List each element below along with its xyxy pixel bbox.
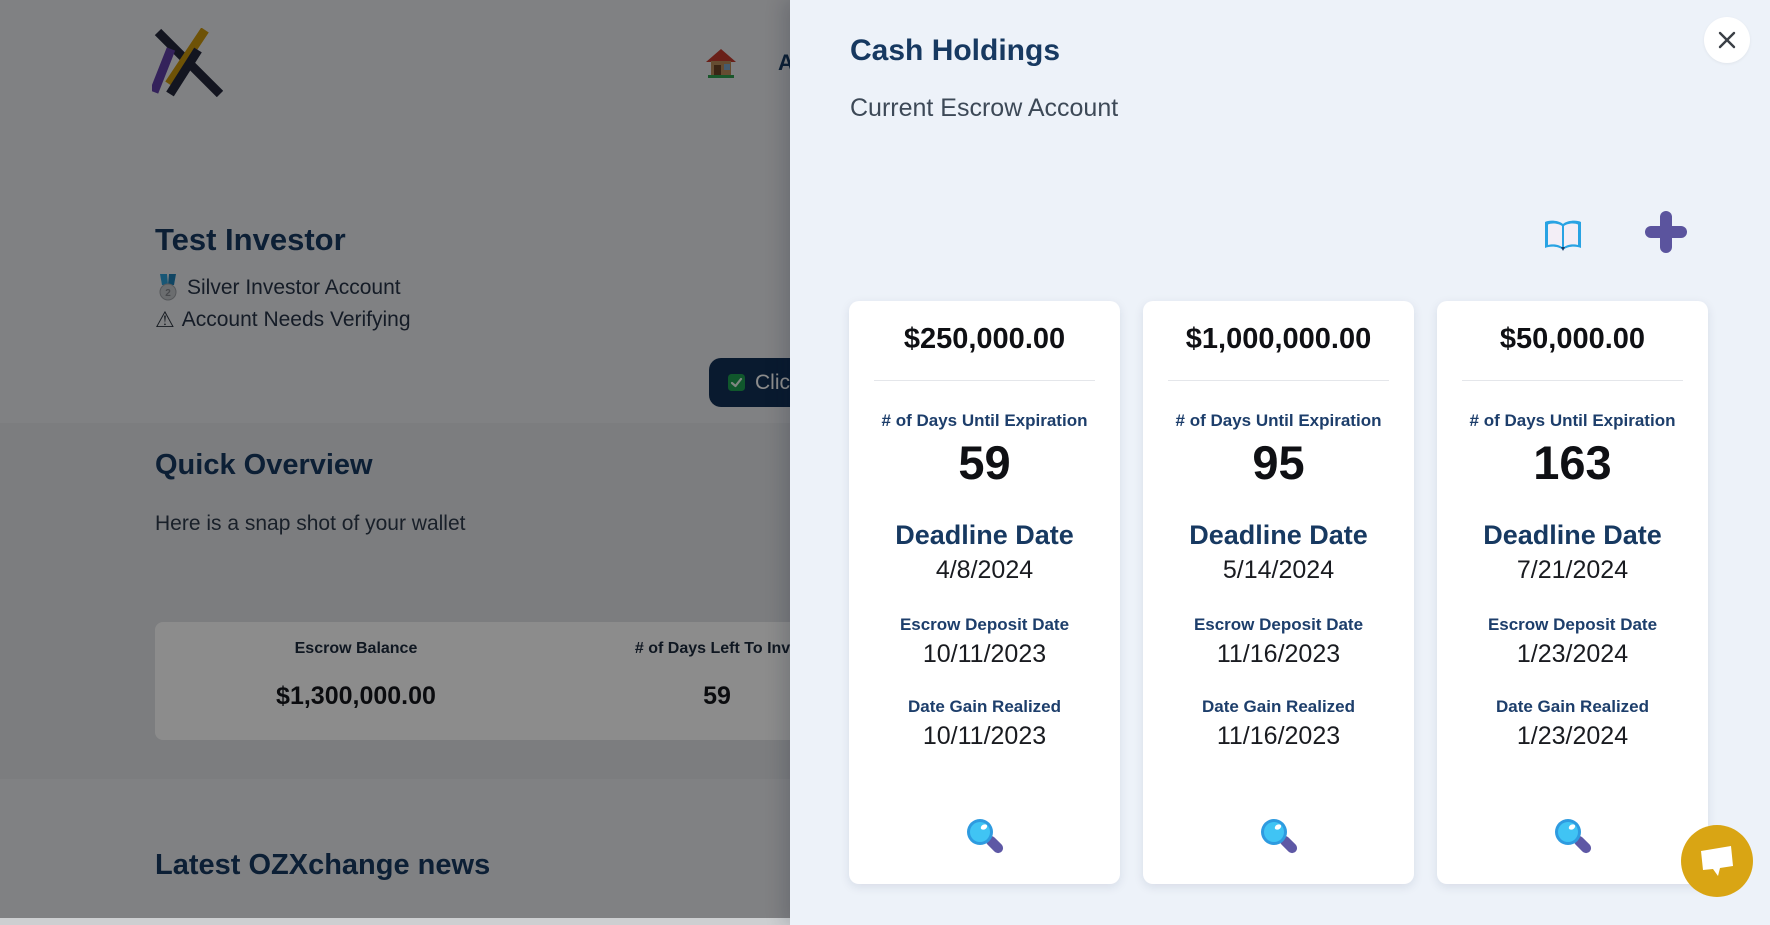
view-details-button[interactable] <box>1258 816 1300 858</box>
deadline-date-label: Deadline Date <box>1483 520 1662 550</box>
date-gain-realized-label: Date Gain Realized <box>1495 697 1650 716</box>
wallet-column-value: 59 <box>703 682 731 710</box>
days-until-expiration-value: 59 <box>958 436 1011 489</box>
card-divider <box>1168 380 1389 381</box>
panel-title: Cash Holdings <box>850 34 1061 67</box>
days-until-expiration-label: # of Days Until Expiration <box>1469 411 1676 430</box>
wallet-column-value: $1,300,000.00 <box>276 682 436 710</box>
escrow-deposit-date-value: 11/16/2023 <box>1216 640 1341 668</box>
deadline-date-value: 7/21/2024 <box>1516 556 1629 584</box>
view-details-button[interactable] <box>964 816 1006 858</box>
account-warning-row: ⚠ Account Needs Verifying <box>155 308 411 332</box>
account-warning-label: Account Needs Verifying <box>181 308 411 331</box>
magnifier-icon <box>1552 819 1594 861</box>
deadline-date-value: 4/8/2024 <box>935 556 1034 584</box>
days-until-expiration-value: 95 <box>1252 436 1305 489</box>
chat-bubble-icon <box>1695 841 1739 881</box>
deadline-date-label: Deadline Date <box>1189 520 1368 550</box>
escrow-amount: $50,000.00 <box>1499 323 1646 355</box>
investor-name: Test Investor <box>155 222 346 257</box>
wallet-column-header: # of Days Left To Inve <box>634 640 800 657</box>
escrow-deposit-date-value: 10/11/2023 <box>922 640 1047 668</box>
escrow-deposit-date-label: Escrow Deposit Date <box>899 615 1070 634</box>
nav-link-clipped[interactable]: A <box>778 50 794 75</box>
ozxchange-logo[interactable] <box>149 27 224 98</box>
date-gain-realized-value: 1/23/2024 <box>1516 722 1629 750</box>
plus-icon <box>1643 211 1689 258</box>
magnifier-icon <box>964 819 1006 861</box>
chat-launcher-button[interactable] <box>1681 825 1753 897</box>
wallet-column-escrow-balance: Escrow Balance $1,300,000.00 <box>155 622 557 740</box>
home-icon[interactable] <box>705 48 737 78</box>
escrow-deposit-date-value: 1/23/2024 <box>1516 640 1629 668</box>
date-gain-realized-value: 10/11/2023 <box>922 722 1047 750</box>
panel-subtitle: Current Escrow Account <box>850 94 1119 122</box>
ledger-book-button[interactable] <box>1543 218 1583 254</box>
view-details-button[interactable] <box>1552 816 1594 858</box>
days-until-expiration-value: 163 <box>1533 436 1612 489</box>
modal-backdrop[interactable] <box>0 0 790 918</box>
verify-button-label: Clic <box>755 370 790 394</box>
close-icon <box>1718 31 1736 49</box>
days-until-expiration-label: # of Days Until Expiration <box>881 411 1088 430</box>
investor-tier-label: Silver Investor Account <box>187 275 401 299</box>
warning-icon: ⚠ <box>155 307 175 332</box>
magnifier-icon <box>1258 819 1300 861</box>
green-check-icon <box>728 374 745 391</box>
card-divider <box>1462 380 1683 381</box>
date-gain-realized-label: Date Gain Realized <box>907 697 1062 716</box>
svg-text:2: 2 <box>165 288 171 299</box>
wallet-column-days-left: # of Days Left To Inve 59 <box>557 622 877 740</box>
wallet-column-header: Escrow Balance <box>294 640 418 657</box>
escrow-card: $250,000.00 # of Days Until Expiration 5… <box>849 301 1120 884</box>
close-panel-button[interactable] <box>1704 17 1750 63</box>
quick-overview-title: Quick Overview <box>155 449 373 481</box>
quick-overview-subtitle: Here is a snap shot of your wallet <box>155 512 466 535</box>
investor-tier-row: 2 Silver Investor Account <box>158 274 401 301</box>
escrow-amount: $1,000,000.00 <box>1185 323 1372 355</box>
add-holding-button[interactable] <box>1643 209 1689 255</box>
card-divider <box>874 380 1095 381</box>
escrow-card: $50,000.00 # of Days Until Expiration 16… <box>1437 301 1708 884</box>
escrow-deposit-date-label: Escrow Deposit Date <box>1487 615 1658 634</box>
date-gain-realized-label: Date Gain Realized <box>1201 697 1356 716</box>
open-book-icon <box>1543 220 1583 257</box>
escrow-card: $1,000,000.00 # of Days Until Expiration… <box>1143 301 1414 884</box>
deadline-date-label: Deadline Date <box>895 520 1074 550</box>
news-section-title: Latest OZXchange news <box>155 849 491 881</box>
escrow-card-list: $250,000.00 # of Days Until Expiration 5… <box>849 301 1708 884</box>
silver-medal-icon: 2 <box>158 274 178 301</box>
cash-holdings-panel: Cash Holdings Current Escrow Account <box>790 0 1770 925</box>
date-gain-realized-value: 11/16/2023 <box>1216 722 1341 750</box>
escrow-amount: $250,000.00 <box>903 323 1066 355</box>
days-until-expiration-label: # of Days Until Expiration <box>1175 411 1382 430</box>
escrow-deposit-date-label: Escrow Deposit Date <box>1193 615 1364 634</box>
deadline-date-value: 5/14/2024 <box>1222 556 1335 584</box>
